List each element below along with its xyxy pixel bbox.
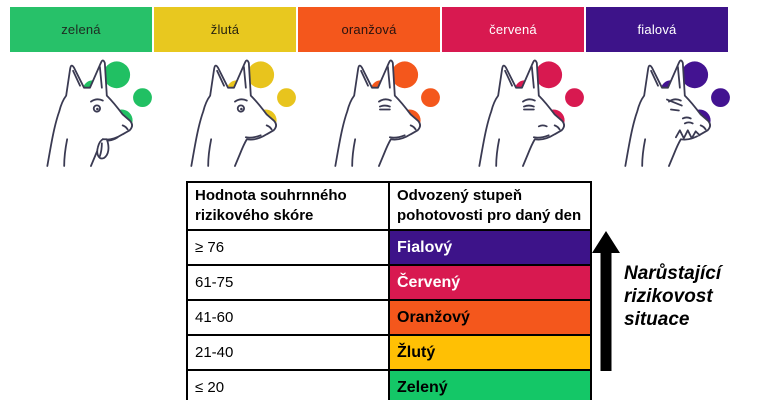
legend-banner-green: zelená bbox=[10, 7, 152, 52]
alert-level-column-header: Odvozený stupeň pohotovosti pro daný den bbox=[388, 181, 592, 231]
caption-line: situace bbox=[624, 309, 690, 330]
score-cell: 21-40 bbox=[186, 334, 390, 371]
wary-dog-illustration bbox=[334, 59, 440, 167]
table-row: 41-60 Oranžový bbox=[186, 299, 592, 336]
score-cell: 61-75 bbox=[186, 264, 390, 301]
score-cell: ≤ 20 bbox=[186, 369, 390, 400]
score-cell: 41-60 bbox=[186, 299, 390, 336]
legend-banner-yellow: žlutá bbox=[154, 7, 296, 52]
level-cell-purple: Fialový bbox=[388, 229, 592, 266]
table-row: 61-75 Červený bbox=[186, 264, 592, 301]
table-row: ≤ 20 Zelený bbox=[186, 369, 592, 400]
rising-risk-caption: Narůstající rizikovost situace bbox=[624, 262, 721, 331]
table-header-row: Hodnota souhrnného rizikového skóre Odvo… bbox=[186, 181, 592, 231]
legend-banner-purple: fialová bbox=[586, 7, 728, 52]
legend-banner-orange: oranžová bbox=[298, 7, 440, 52]
table-row: 21-40 Žlutý bbox=[186, 334, 592, 371]
level-cell-yellow: Žlutý bbox=[388, 334, 592, 371]
level-cell-red: Červený bbox=[388, 264, 592, 301]
level-cell-green: Zelený bbox=[388, 369, 592, 400]
score-column-header: Hodnota souhrnného rizikového skóre bbox=[186, 181, 390, 231]
caption-line: rizikovost bbox=[624, 286, 713, 307]
aggressive-dog-illustration bbox=[624, 59, 730, 167]
level-cell-orange: Oranžový bbox=[388, 299, 592, 336]
table-row: ≥ 76 Fialový bbox=[186, 229, 592, 266]
upward-arrow-icon bbox=[592, 231, 620, 371]
alert-dog-illustration bbox=[190, 59, 296, 167]
score-cell: ≥ 76 bbox=[186, 229, 390, 266]
tense-dog-illustration bbox=[478, 59, 584, 167]
legend-banner-red: červená bbox=[442, 7, 584, 52]
relaxed-dog-illustration bbox=[46, 59, 152, 167]
risk-score-table: Hodnota souhrnného rizikového skóre Odvo… bbox=[186, 181, 592, 400]
caption-line: Narůstající bbox=[624, 263, 722, 284]
